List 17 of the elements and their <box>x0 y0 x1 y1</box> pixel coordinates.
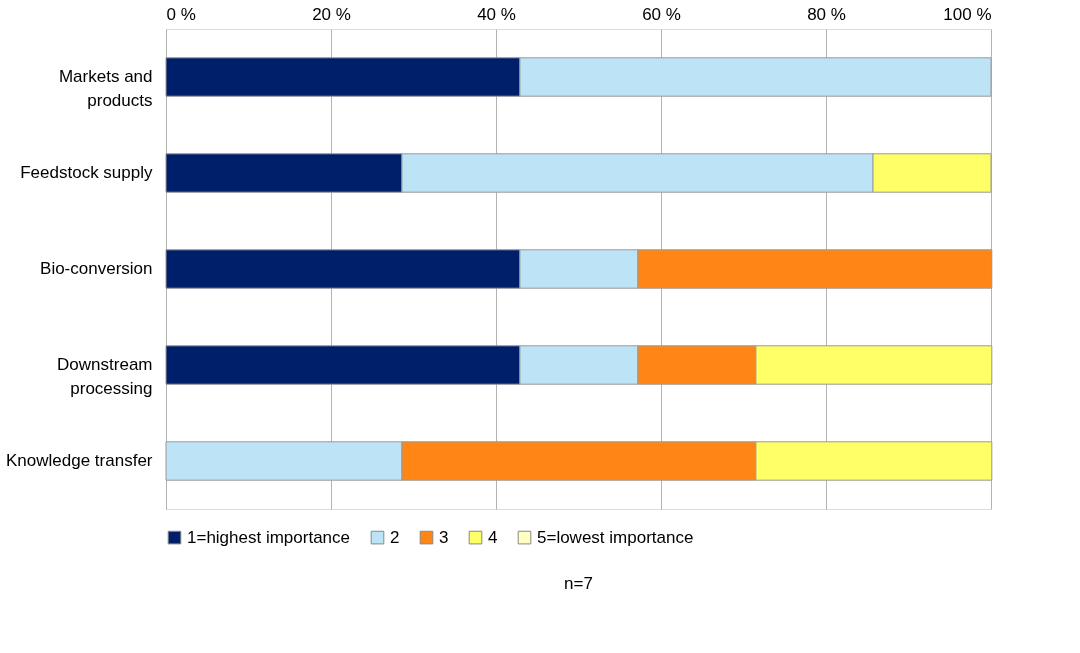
x-tick-label: 100 % <box>943 4 992 24</box>
x-tick-label: 80 % <box>807 4 846 24</box>
y-tick-label: Knowledge transfer <box>6 451 153 470</box>
x-tick-label: 0 % <box>166 4 196 24</box>
legend-label: 3 <box>439 527 449 547</box>
y-tick-label: Markets and products <box>58 67 153 110</box>
y-tick-label: Feedstock supply <box>20 163 153 182</box>
y-tick-label: Downstream processing <box>57 355 153 398</box>
legend-label: 2 <box>390 527 400 547</box>
legend-label: 5=lowest importance <box>537 527 694 547</box>
x-tick-label: 60 % <box>642 4 681 24</box>
x-tick-label: 40 % <box>477 4 516 24</box>
x-tick-label: 20 % <box>312 4 351 24</box>
legend-label: 1=highest importance <box>187 527 351 547</box>
text: n=7 <box>564 574 593 593</box>
y-tick-label: Bio-conversion <box>40 259 153 278</box>
legend-label: 4 <box>488 527 498 547</box>
